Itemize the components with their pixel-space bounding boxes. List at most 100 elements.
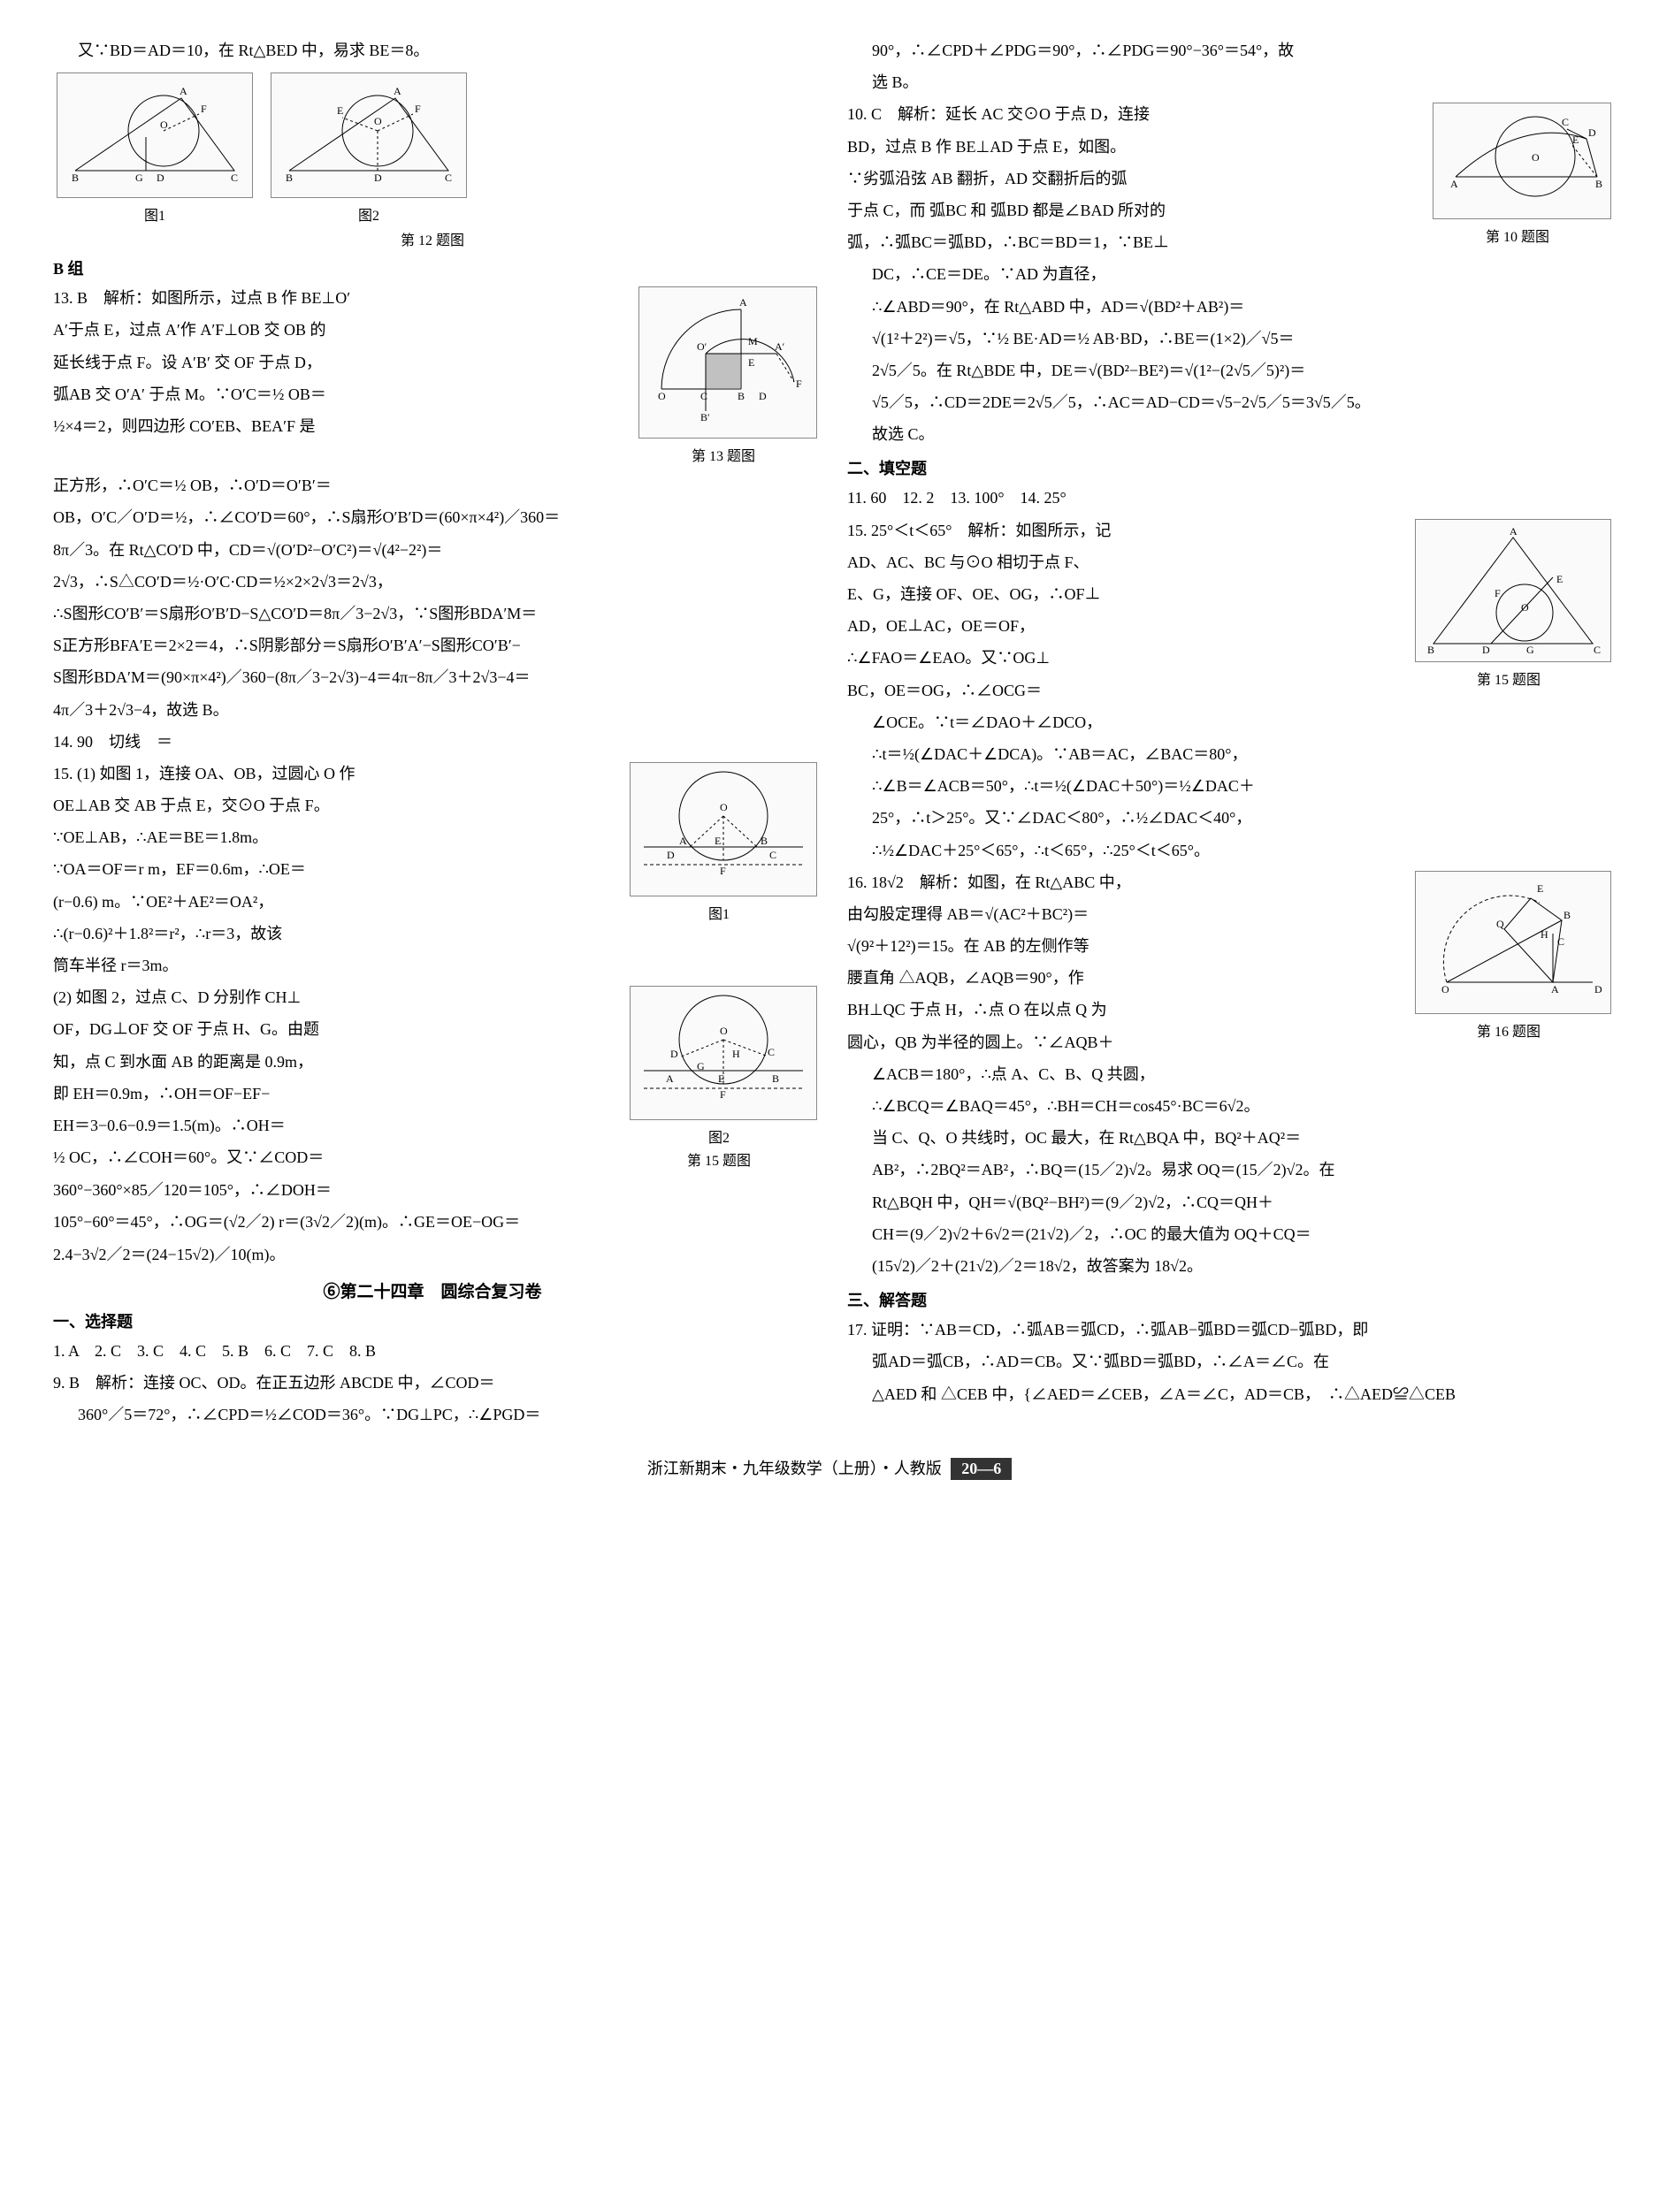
text: 2√5／5。在 Rt△BDE 中，DE＝√(BD²−BE²)＝√(1²−(2√5…: [847, 355, 1606, 385]
figure-12-2: A B C O E F D: [271, 72, 467, 198]
svg-text:E: E: [337, 104, 343, 117]
text: S图形BDA′M＝(90×π×4²)／360−(8π／3−2√3)−4＝4π−8…: [53, 662, 812, 692]
svg-text:D: D: [1482, 644, 1490, 656]
svg-text:Q: Q: [1496, 918, 1504, 930]
svg-text:C: C: [1562, 116, 1569, 128]
svg-text:A: A: [394, 85, 401, 97]
svg-text:E: E: [1572, 133, 1579, 146]
text: 105°−60°＝45°，∴OG＝(√2／2) r＝(3√2／2)(m)。∴GE…: [53, 1207, 812, 1237]
text: △AED 和 △CEB 中，{∠AED＝∠CEB，∠A＝∠C，AD＝CB， ∴△…: [847, 1379, 1606, 1409]
section-3: 三、解答题: [847, 1288, 1606, 1311]
fig15r-caption: 第 15 题图: [1411, 667, 1606, 689]
fig15-caption: 第 15 题图: [626, 1148, 812, 1170]
svg-text:E: E: [748, 356, 754, 369]
svg-text:E: E: [718, 1072, 724, 1085]
text: 25°，∴t＞25°。又∵∠DAC＜80°，∴½∠DAC＜40°，: [847, 803, 1606, 833]
svg-text:A: A: [1510, 525, 1518, 538]
svg-text:D: D: [1594, 983, 1602, 995]
text: 9. B 解析：连接 OC、OD。在正五边形 ABCDE 中，∠COD＝: [53, 1368, 812, 1398]
svg-text:A′: A′: [775, 340, 785, 353]
svg-text:B: B: [1563, 909, 1571, 921]
text: 筒车半径 r＝3m。: [53, 950, 812, 980]
svg-text:D: D: [759, 390, 767, 402]
text: 2√3，∴S△CO′D＝½·O′C·CD＝½×2×2√3＝2√3，: [53, 567, 812, 597]
svg-text:E: E: [1537, 882, 1543, 895]
svg-text:O′: O′: [697, 340, 707, 353]
svg-text:C: C: [445, 172, 452, 184]
fig15a-label: 图1: [626, 902, 812, 923]
text: Rt△BQH 中，QH＝√(BQ²−BH²)＝(9／2)√2，∴CQ＝QH＋: [847, 1187, 1606, 1217]
text: 90°，∴∠CPD＋∠PDG＝90°，∴∠PDG＝90°−36°＝54°，故: [847, 35, 1606, 65]
svg-text:A: A: [666, 1072, 674, 1085]
text: ∴½∠DAC＋25°＜65°，∴t＜65°，∴25°＜t＜65°。: [847, 835, 1606, 866]
footer-text: 浙江新期末・九年级数学（上册）・人教版: [647, 1460, 942, 1477]
svg-text:A: A: [1450, 178, 1458, 190]
svg-text:F: F: [720, 865, 726, 877]
text: DC，∴CE＝DE。∵AD 为直径，: [847, 259, 1606, 289]
text: 选 B。: [847, 67, 1606, 97]
text: 360°／5＝72°，∴∠CPD＝½∠COD＝36°。∵DG⊥PC，∴∠PGD＝: [53, 1400, 812, 1430]
svg-text:E: E: [1556, 573, 1563, 585]
figure-12-1: A B C O G D F: [57, 72, 253, 198]
svg-text:B: B: [1595, 178, 1602, 190]
svg-text:H: H: [732, 1048, 740, 1060]
svg-text:F: F: [796, 378, 802, 390]
svg-text:B′: B′: [700, 411, 710, 423]
text: OB，O′C／O′D＝½，∴∠CO′D＝60°，∴S扇形O′B′D＝(60×π×…: [53, 502, 812, 532]
section-2: 二、填空题: [847, 456, 1606, 479]
text: ∴S图形CO′B′＝S扇形O′B′D−S△CO′D＝8π／3−2√3，∵S图形B…: [53, 599, 812, 629]
text: √5／5，∴CD＝2DE＝2√5／5，∴AC＝AD−CD＝√5−2√5／5＝3√…: [847, 387, 1606, 417]
footer: 浙江新期末・九年级数学（上册）・人教版 20—6: [53, 1456, 1606, 1480]
svg-text:C: C: [768, 1046, 775, 1058]
text: (15√2)／2＋(21√2)／2＝18√2，故答案为 18√2。: [847, 1251, 1606, 1281]
figure-15r: A B C D G O E F: [1415, 519, 1611, 662]
svg-text:A: A: [1551, 983, 1559, 995]
text: 弧AD＝弧CB，∴AD＝CB。又∵弧BD＝弧BD，∴∠A＝∠C。在: [847, 1346, 1606, 1377]
text: 8π／3。在 Rt△CO′D 中，CD＝√(O′D²−O′C²)＝√(4²−2²…: [53, 535, 812, 565]
chapter-title: ⑥第二十四章 圆综合复习卷: [53, 1278, 812, 1302]
text: CH＝(9／2)√2＋6√2＝(21√2)／2，∴OC 的最大值为 OQ＋CQ＝: [847, 1219, 1606, 1249]
fig13-caption: 第 13 题图: [635, 444, 812, 465]
text: ∴(r−0.6)²＋1.8²＝r²，∴r＝3，故该: [53, 919, 812, 949]
svg-text:A: A: [679, 835, 687, 847]
fig16-caption: 第 16 题图: [1411, 1019, 1606, 1041]
svg-text:O: O: [1521, 601, 1529, 614]
mc-answers: 1. A 2. C 3. C 4. C 5. B 6. C 7. C 8. B: [53, 1336, 812, 1366]
svg-text:E: E: [715, 835, 721, 847]
svg-text:D: D: [667, 849, 675, 861]
figure-10: A B C D E O: [1433, 103, 1611, 219]
fig10-caption: 第 10 题图: [1429, 225, 1606, 246]
svg-text:F: F: [201, 103, 207, 115]
fig12b-label: 图2: [267, 203, 470, 225]
svg-text:G: G: [697, 1060, 705, 1072]
svg-text:O: O: [374, 115, 382, 127]
text: 正方形，∴O′C＝½ OB，∴O′D＝O′B′＝: [53, 470, 812, 500]
text: √(1²＋2²)＝√5，∵½ BE·AD＝½ AB·BD，∴BE＝(1×2)／√…: [847, 324, 1606, 354]
svg-text:G: G: [135, 172, 143, 184]
text: 当 C、Q、O 共线时，OC 最大，在 Rt△BQA 中，BQ²＋AQ²＝: [847, 1123, 1606, 1153]
svg-text:A: A: [739, 296, 747, 309]
text: AB²，∴2BQ²＝AB²，∴BQ＝(15／2)√2。易求 OQ＝(15／2)√…: [847, 1155, 1606, 1185]
svg-text:O: O: [160, 118, 168, 131]
text: ∠ACB＝180°，∴点 A、C、B、Q 共圆，: [847, 1059, 1606, 1089]
text: ∴t＝½(∠DAC＋∠DCA)。∵AB＝AC，∠BAC＝80°，: [847, 739, 1606, 769]
svg-text:O: O: [720, 1025, 728, 1037]
section-1: 一、选择题: [53, 1309, 812, 1332]
text: ∴∠ABD＝90°，在 Rt△ABD 中，AD＝√(BD²＋AB²)＝: [847, 292, 1606, 322]
text: 14. 90 切线 ＝: [53, 727, 812, 757]
svg-text:C: C: [1557, 935, 1564, 948]
b-group: B 组: [53, 256, 812, 279]
svg-text:B: B: [1427, 644, 1434, 656]
svg-text:F: F: [720, 1088, 726, 1101]
svg-text:O: O: [658, 390, 666, 402]
text: ∴∠B＝∠ACB＝50°，∴t＝½(∠DAC＋50°)＝½∠DAC＋: [847, 771, 1606, 801]
svg-text:C: C: [1594, 644, 1601, 656]
fig12a-label: 图1: [53, 203, 256, 225]
fill-answers: 11. 60 12. 2 13. 100° 14. 25°: [847, 483, 1606, 513]
figure-15-1: O A B D C E F: [630, 762, 817, 896]
svg-text:B: B: [738, 390, 745, 402]
svg-text:C: C: [769, 849, 776, 861]
figure-13: A O O′ A′ B C B′ F D M E: [638, 286, 817, 439]
svg-text:D: D: [1588, 126, 1596, 139]
svg-text:C: C: [700, 390, 707, 402]
